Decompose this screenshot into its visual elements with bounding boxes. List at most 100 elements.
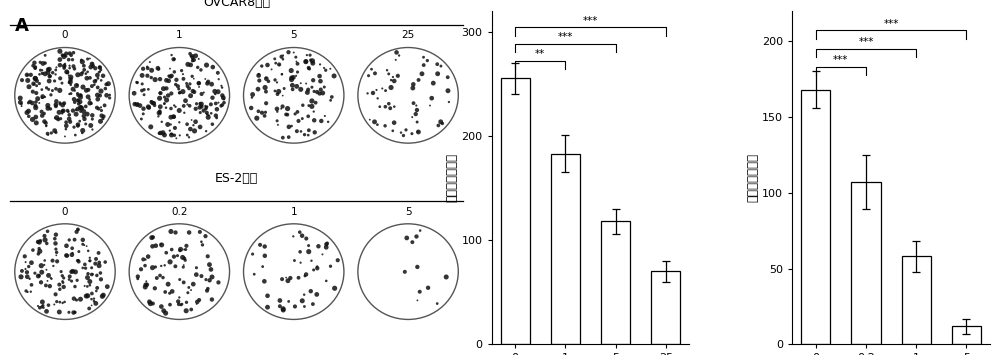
Point [58, 51, 74, 56]
Point [33, 279, 49, 285]
Point [73, 57, 89, 63]
Point [305, 77, 321, 83]
Point [374, 86, 390, 91]
Point [183, 287, 199, 293]
Point [142, 59, 158, 65]
Point [162, 74, 178, 80]
Point [55, 108, 71, 114]
Point [78, 265, 94, 271]
Text: ***: *** [883, 19, 899, 29]
Point [259, 62, 275, 68]
Point [140, 104, 156, 110]
Point [185, 88, 201, 94]
Point [185, 281, 201, 287]
Point [139, 282, 155, 288]
Point [27, 65, 43, 71]
Point [251, 71, 267, 77]
Point [92, 270, 108, 276]
Point [55, 278, 71, 284]
Point [312, 91, 328, 96]
Point [92, 93, 108, 98]
Point [88, 301, 104, 306]
Bar [651, 271, 680, 344]
Point [83, 100, 99, 106]
Point [312, 78, 328, 84]
Point [313, 87, 329, 92]
Point [157, 262, 173, 268]
Point [31, 100, 47, 106]
Point [267, 77, 283, 83]
Point [429, 61, 445, 67]
Point [42, 106, 58, 112]
Point [171, 301, 187, 307]
Point [156, 308, 172, 313]
Point [199, 110, 215, 115]
Point [251, 78, 267, 83]
Point [298, 81, 314, 86]
Point [44, 88, 60, 93]
Point [271, 62, 287, 67]
Point [58, 253, 74, 258]
Point [293, 260, 309, 266]
Point [274, 54, 290, 60]
Point [139, 64, 155, 70]
Point [191, 84, 207, 90]
Point [54, 110, 70, 116]
Point [166, 114, 182, 119]
Point [134, 88, 150, 93]
Point [208, 100, 224, 106]
Point [31, 81, 47, 86]
Point [80, 94, 96, 100]
Point [134, 81, 150, 87]
Point [381, 101, 397, 106]
Point [297, 132, 313, 137]
Point [65, 50, 81, 55]
Point [162, 302, 178, 307]
Point [368, 87, 384, 93]
Point [91, 263, 107, 268]
Point [181, 135, 197, 140]
Point [27, 270, 43, 276]
Point [39, 85, 55, 91]
Point [170, 299, 186, 304]
Point [203, 267, 219, 272]
Point [70, 72, 86, 78]
Point [47, 128, 63, 133]
Point [409, 297, 425, 303]
Point [183, 53, 199, 59]
Point [41, 66, 57, 72]
Point [213, 103, 229, 109]
Point [408, 103, 424, 108]
Point [160, 281, 176, 287]
Point [289, 83, 305, 89]
Point [72, 99, 88, 105]
Point [139, 73, 155, 78]
Point [129, 80, 145, 85]
Point [192, 124, 208, 130]
Point [56, 100, 72, 106]
Point [84, 61, 100, 67]
Point [148, 243, 164, 248]
Point [163, 132, 179, 138]
Point [75, 70, 91, 75]
Point [210, 70, 226, 76]
Point [188, 119, 204, 125]
Point [71, 101, 87, 107]
Point [302, 52, 318, 58]
Point [44, 276, 60, 282]
Point [61, 277, 77, 282]
Text: **: ** [535, 49, 545, 59]
Point [153, 241, 169, 247]
Text: ***: *** [858, 37, 874, 47]
Point [256, 278, 272, 284]
Point [48, 72, 64, 77]
Point [75, 265, 91, 271]
Point [86, 82, 102, 88]
Point [323, 263, 339, 269]
Bar [551, 153, 580, 344]
Point [161, 78, 177, 84]
Point [14, 268, 30, 274]
Point [278, 275, 294, 280]
Point [318, 278, 334, 284]
Point [41, 78, 57, 84]
